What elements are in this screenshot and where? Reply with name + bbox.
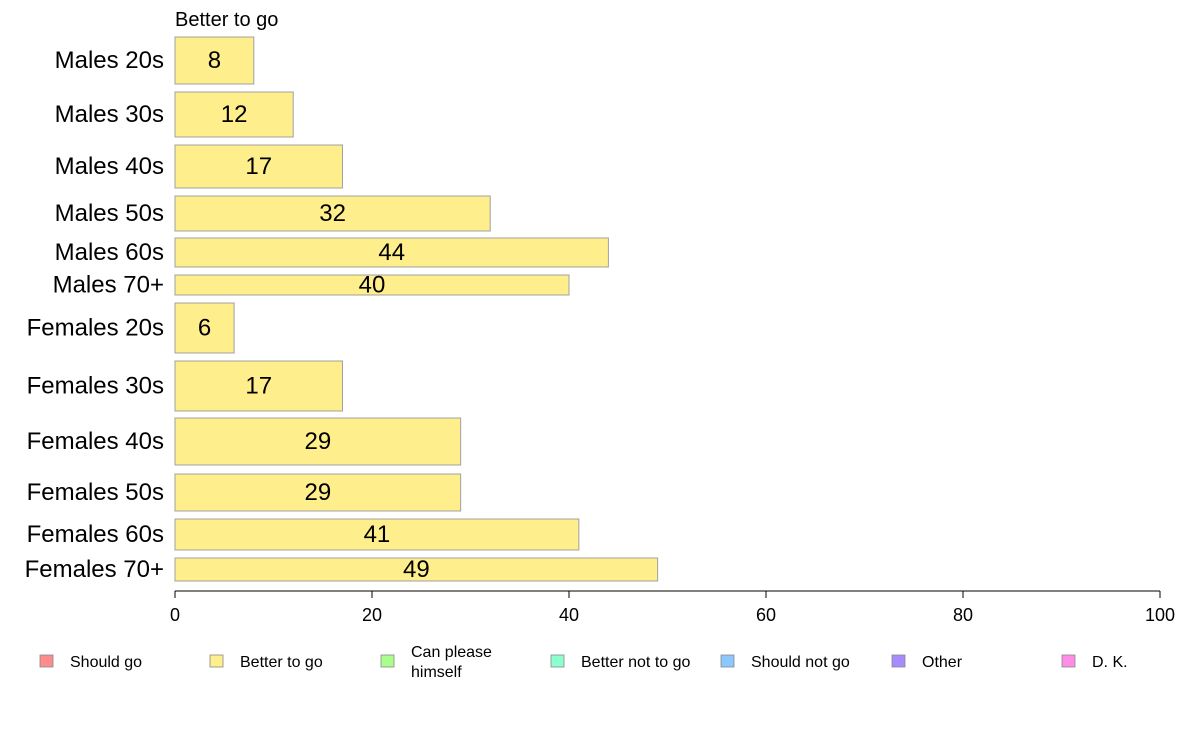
legend-swatch bbox=[891, 654, 906, 668]
data-label: 32 bbox=[319, 200, 346, 227]
category-label: Males 60s bbox=[55, 239, 164, 266]
data-label: 49 bbox=[403, 556, 430, 583]
data-label: 12 bbox=[221, 101, 248, 128]
bar bbox=[174, 237, 609, 268]
legend-label: Other bbox=[922, 654, 963, 671]
legend-swatch bbox=[380, 654, 395, 668]
data-label: 41 bbox=[364, 521, 391, 548]
category-label: Females 30s bbox=[27, 373, 164, 400]
legend-swatch bbox=[720, 654, 735, 668]
x-tick-label: 20 bbox=[362, 605, 382, 625]
data-label: 40 bbox=[359, 272, 386, 299]
bar bbox=[174, 274, 570, 296]
data-label: 29 bbox=[304, 428, 331, 455]
bar bbox=[174, 144, 343, 189]
category-label: Males 40s bbox=[55, 153, 164, 180]
category-label: Males 20s bbox=[55, 47, 164, 74]
bar bbox=[174, 417, 462, 466]
legend-swatch bbox=[1061, 654, 1076, 668]
legend-label: Can please himself bbox=[411, 644, 492, 681]
x-tick-label: 80 bbox=[953, 605, 973, 625]
bar bbox=[174, 557, 659, 582]
data-label: 29 bbox=[304, 479, 331, 506]
category-label: Females 20s bbox=[27, 315, 164, 342]
category-label: Males 50s bbox=[55, 200, 164, 227]
data-label: 44 bbox=[378, 239, 405, 266]
x-tick-label: 100 bbox=[1145, 605, 1175, 625]
legend-label: D. K. bbox=[1092, 654, 1128, 671]
x-tick-label: 0 bbox=[170, 605, 180, 625]
category-label: Females 60s bbox=[27, 521, 164, 548]
bar bbox=[174, 195, 491, 232]
data-label: 8 bbox=[208, 47, 221, 74]
bar bbox=[174, 360, 343, 412]
x-tick-label: 60 bbox=[756, 605, 776, 625]
category-label: Females 70+ bbox=[25, 556, 164, 583]
x-axis: 0 20 40 60 80 100 bbox=[170, 590, 1175, 625]
legend-label: Should not go bbox=[751, 654, 850, 671]
legend-swatch bbox=[550, 654, 565, 668]
legend-label: Better to go bbox=[240, 654, 323, 671]
x-tick-label: 40 bbox=[559, 605, 579, 625]
data-label: 17 bbox=[245, 373, 272, 400]
legend-label: Should go bbox=[70, 654, 142, 671]
legend-swatch bbox=[39, 654, 54, 668]
chart-title: Better to go bbox=[175, 9, 278, 31]
data-label: 17 bbox=[245, 153, 272, 180]
bar bbox=[174, 36, 255, 85]
bar bbox=[174, 91, 294, 138]
category-label: Males 30s bbox=[55, 101, 164, 128]
legend: Should go Better to go Can please himself Be… bbox=[39, 644, 1128, 681]
bar bbox=[174, 473, 462, 512]
category-label: Males 70+ bbox=[53, 272, 164, 299]
category-label: Females 40s bbox=[27, 428, 164, 455]
legend-label: Better not to go bbox=[581, 654, 691, 671]
bar bbox=[174, 518, 580, 551]
bars: Males 20s 8 Males 30s 12 Males 40s 17 Males 50… bbox=[25, 36, 659, 583]
data-label: 6 bbox=[198, 315, 211, 342]
category-label: Females 50s bbox=[27, 479, 164, 506]
legend-swatch bbox=[209, 654, 224, 668]
bar bbox=[174, 302, 235, 354]
